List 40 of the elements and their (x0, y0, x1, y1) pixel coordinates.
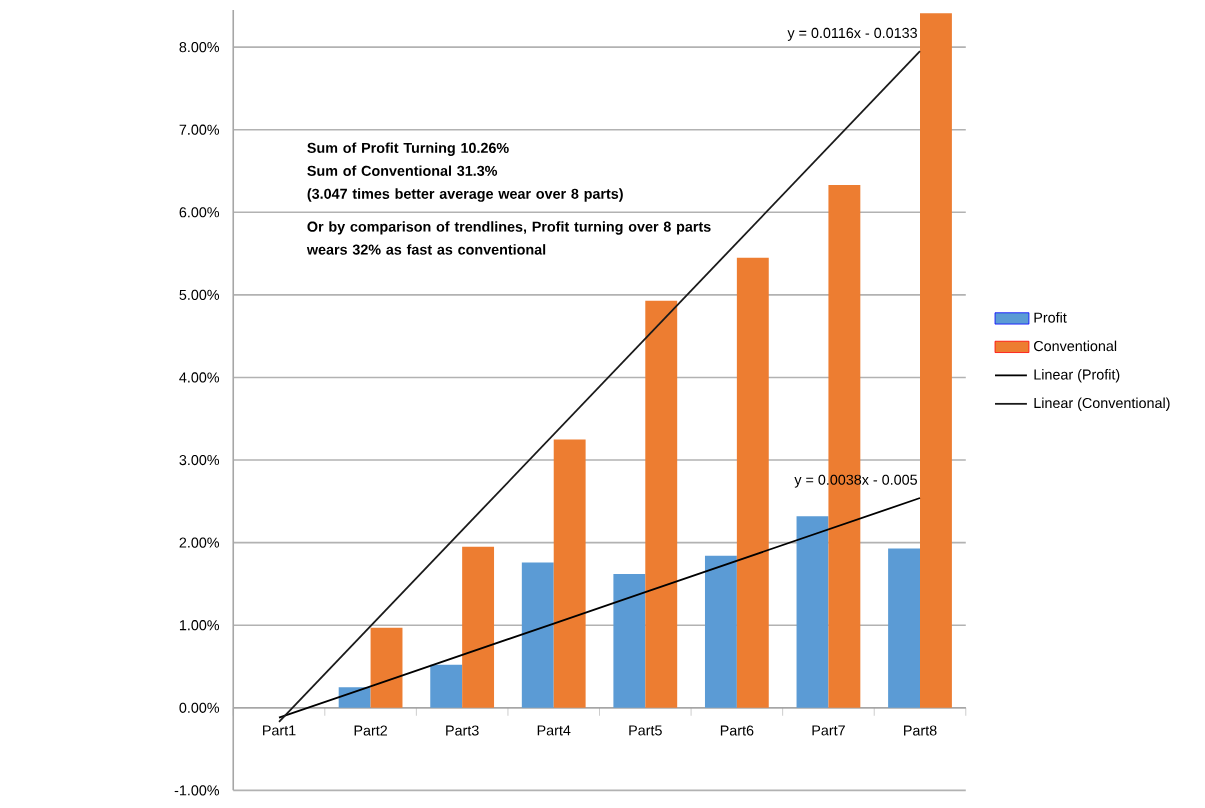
bar (370, 627, 403, 708)
bar (736, 257, 769, 708)
y-tick-label: 1.00% (179, 619, 220, 631)
legend-label: Linear (Conventional) (1034, 397, 1170, 411)
x-tick-label: Part3 (446, 725, 479, 736)
annotation: Sum of Conventional 31.3% (307, 165, 498, 176)
x-tick-label: Part6 (720, 725, 754, 736)
legend-label: Conventional (1034, 340, 1117, 352)
legend-label: Profit (1034, 311, 1067, 323)
y-tick-label: 7.00% (179, 124, 220, 135)
bar (553, 439, 586, 708)
bar (521, 562, 554, 708)
legend-label: Linear (Profit) (1034, 368, 1120, 383)
bar (704, 555, 737, 708)
x-tick-label: Part5 (629, 725, 662, 736)
x-tick-label: Part7 (812, 725, 845, 736)
bar (462, 546, 495, 708)
x-tick-label: Part2 (354, 725, 388, 736)
bar (920, 13, 952, 708)
annotation: Sum of Profit Turning 10.26% (307, 142, 509, 156)
y-tick-label: 2.00% (179, 537, 220, 548)
bar (796, 516, 829, 708)
annotation: Or by comparison of trendlines, Profit turning over 8 parts wears 32% as fast as conventional (306, 221, 711, 255)
y-tick-label: 3.00% (179, 454, 220, 465)
bar (888, 548, 921, 708)
y-tick-label: 5.00% (179, 289, 220, 300)
y-tick-label: 8.00% (179, 41, 220, 53)
y-tick-label: -1.00% (174, 785, 220, 796)
bar (338, 686, 371, 708)
annotation: (3.047 times better average wear over 8 parts) (307, 188, 623, 202)
x-tick-label: Part8 (904, 725, 937, 736)
annotation: y = 0.0116x - 0.0133 (787, 27, 917, 41)
y-tick-label: 0.00% (179, 702, 220, 713)
bar (430, 664, 463, 708)
bar (645, 300, 678, 708)
y-tick-label: 4.00% (179, 372, 220, 383)
y-tick-label: 6.00% (179, 207, 220, 218)
bar (613, 573, 646, 708)
x-tick-label: Part1 (263, 725, 296, 736)
x-tick-label: Part4 (537, 725, 571, 736)
